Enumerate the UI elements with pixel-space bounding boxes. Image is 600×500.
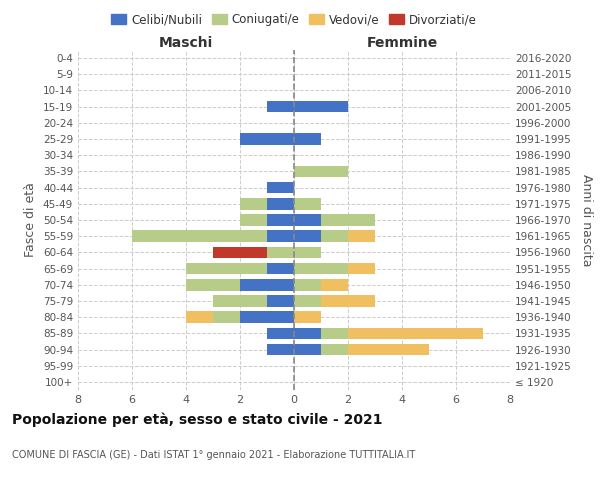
- Bar: [294, 312, 321, 323]
- Bar: [240, 133, 294, 145]
- Bar: [213, 295, 267, 307]
- Bar: [321, 214, 375, 226]
- Bar: [321, 279, 348, 290]
- Bar: [213, 312, 240, 323]
- Bar: [267, 246, 294, 258]
- Bar: [348, 344, 429, 355]
- Text: Maschi: Maschi: [159, 36, 213, 50]
- Bar: [321, 230, 348, 242]
- Text: Popolazione per età, sesso e stato civile - 2021: Popolazione per età, sesso e stato civil…: [12, 412, 383, 427]
- Bar: [132, 230, 267, 242]
- Y-axis label: Anni di nascita: Anni di nascita: [580, 174, 593, 266]
- Y-axis label: Fasce di età: Fasce di età: [25, 182, 37, 258]
- Bar: [186, 279, 240, 290]
- Bar: [348, 328, 483, 339]
- Bar: [186, 262, 267, 274]
- Bar: [321, 295, 375, 307]
- Bar: [348, 230, 375, 242]
- Bar: [267, 295, 294, 307]
- Bar: [267, 101, 294, 112]
- Bar: [267, 230, 294, 242]
- Bar: [294, 295, 321, 307]
- Bar: [240, 214, 267, 226]
- Bar: [267, 198, 294, 209]
- Bar: [267, 262, 294, 274]
- Bar: [240, 312, 294, 323]
- Bar: [321, 344, 348, 355]
- Text: Femmine: Femmine: [367, 36, 437, 50]
- Legend: Celibi/Nubili, Coniugati/e, Vedovi/e, Divorziati/e: Celibi/Nubili, Coniugati/e, Vedovi/e, Di…: [106, 8, 482, 30]
- Bar: [294, 262, 348, 274]
- Bar: [267, 328, 294, 339]
- Bar: [294, 214, 321, 226]
- Bar: [321, 328, 348, 339]
- Bar: [294, 198, 321, 209]
- Bar: [240, 279, 294, 290]
- Bar: [267, 344, 294, 355]
- Bar: [294, 133, 321, 145]
- Bar: [294, 230, 321, 242]
- Bar: [348, 262, 375, 274]
- Bar: [294, 101, 348, 112]
- Bar: [267, 214, 294, 226]
- Bar: [267, 182, 294, 194]
- Bar: [294, 166, 348, 177]
- Bar: [213, 246, 267, 258]
- Bar: [294, 328, 321, 339]
- Bar: [240, 198, 267, 209]
- Bar: [294, 279, 321, 290]
- Bar: [294, 246, 321, 258]
- Text: COMUNE DI FASCIA (GE) - Dati ISTAT 1° gennaio 2021 - Elaborazione TUTTITALIA.IT: COMUNE DI FASCIA (GE) - Dati ISTAT 1° ge…: [12, 450, 415, 460]
- Bar: [294, 344, 321, 355]
- Bar: [186, 312, 213, 323]
